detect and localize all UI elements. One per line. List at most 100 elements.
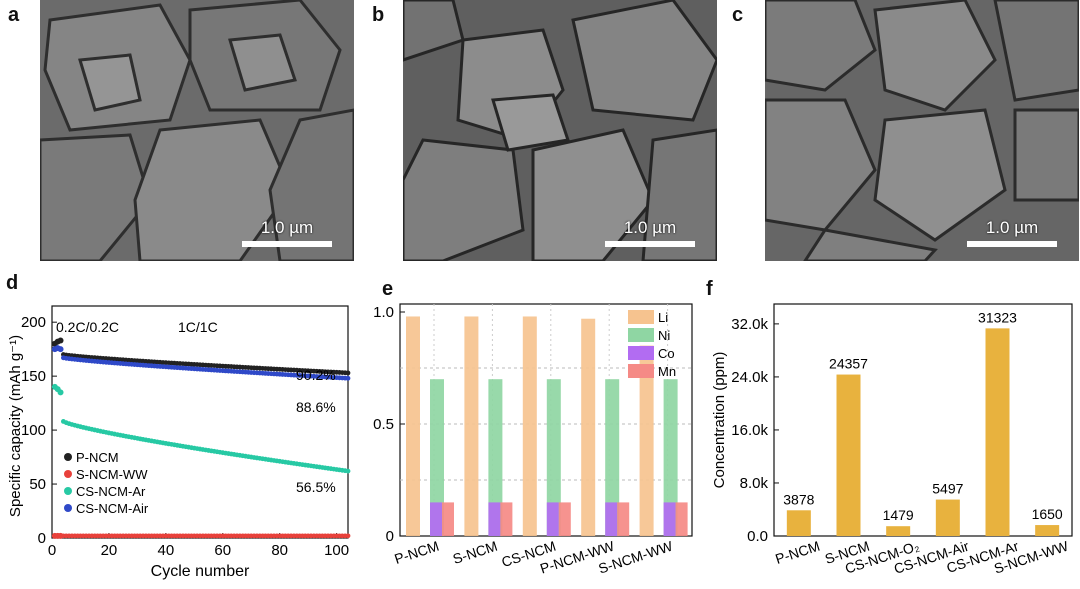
chart-f-frame xyxy=(773,303,1073,537)
bar-cs-ncm-ar xyxy=(985,328,1010,536)
bar-ni-p-ncm-ww xyxy=(605,379,620,536)
chart-d-xtick-label: 60 xyxy=(214,542,231,559)
annotation-retention-3: 56.5% xyxy=(296,479,336,495)
bar-li-s-ncm xyxy=(464,316,479,536)
point-cs-ncm-air xyxy=(345,375,351,381)
chart-d-xtick-label: 80 xyxy=(271,542,288,559)
scale-bar-b: 1.0 µm xyxy=(605,218,695,247)
sem-grains-a xyxy=(40,0,354,261)
legend-label-li: Li xyxy=(658,310,668,325)
value-label-cs-ncm-ar: 31323 xyxy=(978,309,1017,325)
chart-d-xtick-label: 0 xyxy=(48,542,56,559)
bar-ni-s-ncm xyxy=(488,379,503,536)
chart-e-frame xyxy=(399,303,693,537)
chart-f: 3878P-NCM24357S-NCM1479CS-NCM-O₂5497CS-N… xyxy=(711,303,1073,577)
bar-li-p-ncm-ww xyxy=(581,318,596,536)
annotation-rate-2: 1C/1C xyxy=(178,319,218,335)
legend-label-s-ncm-ww: S-NCM-WW xyxy=(76,467,148,482)
panel-letter-f: f xyxy=(706,278,713,300)
chart-d-ylabel: Specific capacity (mAh g⁻¹) xyxy=(7,335,24,517)
chart-d-xtick-label: 20 xyxy=(101,542,118,559)
annotation-retention-2: 88.6% xyxy=(296,399,336,415)
legend-swatch-co xyxy=(628,346,654,360)
legend-marker-p-ncm xyxy=(64,453,72,461)
panel-letter-e: e xyxy=(382,278,394,300)
bar-ni-s-ncm-ww xyxy=(663,379,678,536)
scale-bar-line-b xyxy=(605,241,695,247)
legend-label-co: Co xyxy=(658,346,675,361)
scale-label-a: 1.0 µm xyxy=(260,218,314,237)
series-cs-ncm-ar xyxy=(51,383,351,474)
chart-d-ytick-label: 150 xyxy=(21,368,46,385)
legend-marker-cs-ncm-air xyxy=(64,504,72,512)
value-label-cs-ncm-o: 1479 xyxy=(883,507,914,523)
bar-s-ncm xyxy=(836,374,861,536)
point-s-ncm-ww xyxy=(345,533,351,539)
point-p-ncm xyxy=(57,337,64,344)
series-p-ncm xyxy=(51,337,351,376)
chart-f-ytick-label: 0.0 xyxy=(747,528,768,545)
legend-marker-cs-ncm-ar xyxy=(64,487,72,495)
bar-p-ncm xyxy=(786,510,811,536)
annotation-rate-1: 0.2C/0.2C xyxy=(56,319,119,335)
sem-grains-b xyxy=(403,0,717,261)
point-cs-ncm-ar xyxy=(345,468,351,474)
value-label-s-ncm-ww: 1650 xyxy=(1032,506,1063,522)
legend-label-cs-ncm-air: CS-NCM-Air xyxy=(76,501,149,516)
scale-bar-a: 1.0 µm xyxy=(242,218,332,247)
panel-letter-c: c xyxy=(732,4,744,26)
chart-f-ytick-label: 24.0k xyxy=(731,369,768,386)
chart-e-xtick-label: P-NCM xyxy=(392,538,441,567)
bar-co-s-ncm-ww xyxy=(663,502,676,536)
scale-bar-line-a xyxy=(242,241,332,247)
chart-d-legend: P-NCM S-NCM-WW CS-NCM-Ar CS-NCM-Air xyxy=(64,450,149,516)
chart-d-ytick-label: 200 xyxy=(21,314,46,331)
chart-d: 0 20 40 60 80 100 0 50 100 150 200 0.2C/0.2C 1C/1C… xyxy=(7,305,351,580)
sem-grains-c xyxy=(765,0,1079,261)
chart-f-ytick-label: 8.0k xyxy=(740,475,769,492)
chart-d-ytick-label: 0 xyxy=(38,530,46,547)
chart-d-ytick-label: 100 xyxy=(21,422,46,439)
legend-swatch-mn xyxy=(628,364,654,378)
legend-swatch-li xyxy=(628,310,654,324)
chart-e-legend: Li Ni Co Mn xyxy=(628,310,676,379)
scale-bar-line-c xyxy=(967,241,1057,247)
series-cs-ncm-air xyxy=(51,345,351,381)
chart-e-xtick-label: S-NCM xyxy=(451,538,500,567)
bar-mn-s-ncm-ww xyxy=(675,502,688,536)
scale-bar-c: 1.0 µm xyxy=(967,218,1057,247)
legend-label-cs-ncm-ar: CS-NCM-Ar xyxy=(76,484,146,499)
bar-mn-p-ncm-ww xyxy=(617,502,630,536)
chart-d-xtick-label: 40 xyxy=(158,542,175,559)
chart-d-ytick-label: 50 xyxy=(29,476,46,493)
chart-e-ytick-label: 0 xyxy=(386,528,394,545)
bar-li-p-ncm xyxy=(406,316,420,536)
point-cs-ncm-ar xyxy=(57,389,64,396)
legend-label-ni: Ni xyxy=(658,328,670,343)
scale-label-b: 1.0 µm xyxy=(623,218,677,237)
chart-f-ylabel: Concentration (ppm) xyxy=(711,352,728,489)
point-cs-ncm-air xyxy=(57,346,64,353)
chart-e-ytick-label: 0.5 xyxy=(373,416,394,433)
sem-image-b: 1.0 µm xyxy=(403,0,717,261)
bar-cs-ncm-o xyxy=(886,526,911,536)
value-label-cs-ncm-air: 5497 xyxy=(932,481,963,497)
bar-cs-ncm-air xyxy=(935,499,960,536)
scale-label-c: 1.0 µm xyxy=(985,218,1039,237)
point-p-ncm xyxy=(345,370,351,376)
bar-co-cs-ncm xyxy=(546,502,559,536)
annotation-retention-1: 90.2% xyxy=(296,367,336,383)
legend-label-mn: Mn xyxy=(658,364,676,379)
series-s-ncm-ww xyxy=(51,532,351,539)
bar-li-s-ncm-ww xyxy=(639,345,654,536)
sem-image-a: 1.0 µm xyxy=(40,0,354,261)
chart-f-ytick-label: 16.0k xyxy=(731,422,768,439)
bar-li-cs-ncm xyxy=(522,316,537,536)
bar-s-ncm-ww xyxy=(1035,525,1060,536)
legend-swatch-ni xyxy=(628,328,654,342)
chart-f-xtick-label: P-NCM xyxy=(773,538,822,567)
legend-label-p-ncm: P-NCM xyxy=(76,450,119,465)
legend-marker-s-ncm-ww xyxy=(64,470,72,478)
sem-image-c: 1.0 µm xyxy=(765,0,1079,261)
bar-mn-p-ncm xyxy=(442,502,454,536)
